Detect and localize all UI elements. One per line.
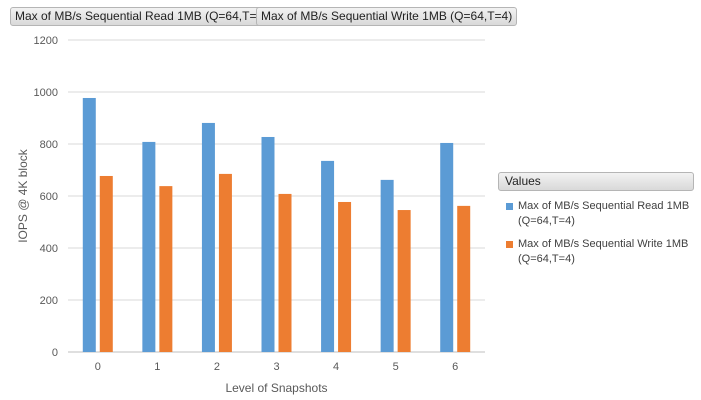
legend-title[interactable]: Values [498,172,694,191]
legend-swatch-write [506,241,513,248]
bar-write [338,201,352,352]
x-tick-label: 2 [214,361,220,373]
legend-label-write: Max of MB/s Sequential Write 1MB (Q=64,T… [518,238,689,265]
field-button-write[interactable]: Max of MB/s Sequential Write 1MB (Q=64,T… [256,7,518,26]
x-tick-label: 1 [154,361,160,373]
bar-write [159,186,173,352]
x-tick-label: 4 [333,361,339,373]
legend: Values Max of MB/s Sequential Read 1MB (… [498,172,694,267]
bar-write [457,205,471,352]
legend-swatch-read [506,203,513,210]
bar-read [380,179,394,352]
bar-read [201,122,215,352]
bar-read [261,136,275,352]
y-tick-label: 400 [40,243,58,255]
bar-write [278,193,292,352]
bar-write [99,175,113,352]
bar-read [440,142,454,352]
bar-read [142,141,156,352]
legend-label-read: Max of MB/s Sequential Read 1MB (Q=64,T=… [518,200,690,227]
bar-write [218,173,232,352]
y-tick-label: 1200 [34,35,58,47]
y-tick-label: 200 [40,295,58,307]
legend-item-read: Max of MB/s Sequential Read 1MB (Q=64,T=… [498,199,694,229]
x-tick-label: 0 [95,361,101,373]
bar-write [397,210,411,352]
y-tick-label: 800 [40,139,58,151]
bar-read [321,160,335,352]
x-axis-title: Level of Snapshots [225,381,327,395]
y-tick-label: 600 [40,191,58,203]
field-button-read[interactable]: Max of MB/s Sequential Read 1MB (Q=64,T=… [10,7,273,26]
legend-item-write: Max of MB/s Sequential Write 1MB (Q=64,T… [498,237,694,267]
y-tick-label: 0 [52,347,58,359]
x-tick-label: 5 [393,361,399,373]
y-tick-label: 1000 [34,87,58,99]
bar-read [82,97,96,352]
x-tick-label: 3 [273,361,279,373]
x-tick-label: 6 [452,361,458,373]
y-axis-title: IOPS @ 4K block [16,148,30,243]
